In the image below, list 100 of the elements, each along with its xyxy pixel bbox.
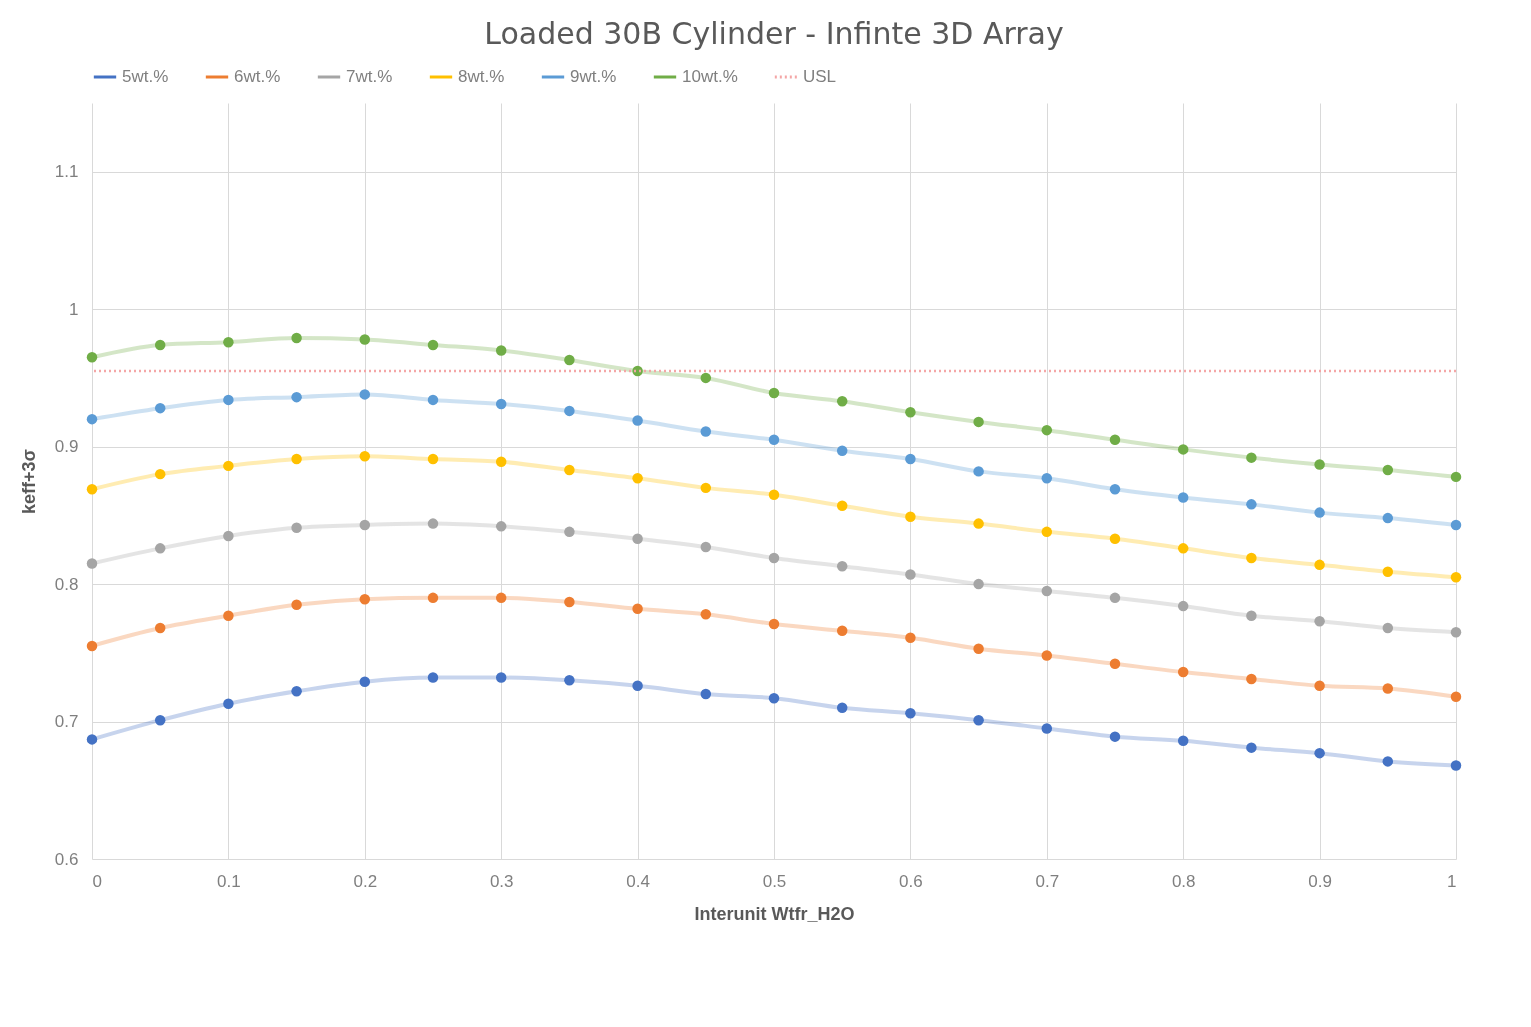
point [768, 434, 780, 445]
chart-title: Loaded 30B Cylinder - Infinte 3D Array [484, 16, 1064, 51]
point [1314, 747, 1325, 759]
point [223, 530, 234, 542]
point [768, 387, 780, 399]
point [427, 672, 439, 683]
point [1382, 622, 1394, 634]
point [154, 402, 166, 414]
point [154, 468, 166, 480]
point [700, 426, 712, 437]
point [1450, 691, 1462, 703]
point [223, 698, 234, 709]
point [973, 466, 984, 477]
point [632, 533, 643, 544]
point [564, 596, 575, 608]
point [836, 445, 848, 456]
point [1450, 626, 1462, 638]
point [1177, 666, 1189, 678]
point [1246, 452, 1257, 463]
point [495, 345, 507, 356]
y-tick-label: 0.7 [54, 712, 79, 732]
point [495, 672, 507, 683]
y-tick-label: 0.6 [54, 849, 79, 869]
point [223, 394, 234, 406]
point [86, 352, 98, 363]
legend-label: 7wt.% [346, 67, 393, 86]
point [632, 473, 643, 484]
point [836, 625, 848, 637]
point [1109, 533, 1121, 544]
legend-label: 6wt.% [234, 67, 281, 86]
y-tick-label: 1.1 [54, 162, 79, 182]
point [86, 734, 98, 745]
y-tick-label: 0.9 [54, 437, 79, 457]
point [632, 680, 643, 692]
point [1450, 571, 1462, 583]
x-tick-label: 0 [92, 871, 102, 891]
point [1177, 600, 1189, 612]
x-tick-label: 0.4 [626, 871, 650, 891]
point [1177, 444, 1189, 455]
point [1246, 499, 1257, 510]
x-tick-label: 0.2 [353, 871, 378, 891]
point [1450, 519, 1462, 531]
point [223, 460, 234, 472]
point [1382, 683, 1394, 694]
point [1314, 680, 1325, 692]
point [495, 398, 507, 410]
point [154, 543, 166, 554]
point [1314, 615, 1325, 627]
point [1041, 526, 1053, 538]
point [905, 511, 916, 522]
y-tick-label: 0.8 [54, 574, 79, 594]
point [973, 714, 984, 726]
point [905, 569, 916, 580]
point [1314, 459, 1325, 470]
point [1109, 434, 1121, 445]
legend-label: 8wt.% [458, 67, 505, 86]
point [700, 688, 712, 700]
point [1041, 585, 1053, 597]
point [1450, 760, 1462, 771]
point [973, 578, 984, 590]
point [700, 541, 712, 553]
point [291, 599, 302, 610]
point [905, 453, 916, 465]
point [564, 675, 575, 686]
point [1246, 610, 1257, 621]
point [1109, 658, 1121, 670]
point [86, 484, 98, 495]
point [836, 560, 848, 572]
x-tick-label: 0.8 [1171, 871, 1196, 891]
x-axis-title: Interunit Wtfr_H2O [694, 903, 855, 924]
point [905, 708, 916, 719]
point [1177, 543, 1189, 554]
point [1450, 471, 1462, 483]
point [768, 692, 780, 704]
point [154, 622, 166, 634]
x-tick-label: 0.3 [489, 871, 514, 891]
point [564, 464, 575, 476]
point [1246, 552, 1257, 564]
point [359, 593, 371, 605]
point [1177, 492, 1189, 503]
point [291, 332, 302, 344]
point [1314, 507, 1325, 518]
x-tick-label: 0.1 [217, 871, 241, 891]
point [1246, 673, 1257, 685]
point [632, 415, 643, 426]
point [495, 456, 507, 467]
point [905, 632, 916, 643]
point [1041, 424, 1053, 436]
point [223, 610, 234, 621]
point [700, 372, 712, 384]
point [154, 714, 166, 726]
point [86, 640, 98, 652]
point [495, 592, 507, 604]
point [836, 702, 848, 714]
point [359, 519, 371, 531]
point [86, 558, 98, 569]
point [359, 676, 371, 687]
point [291, 522, 302, 533]
point [905, 407, 916, 418]
point [427, 453, 439, 465]
